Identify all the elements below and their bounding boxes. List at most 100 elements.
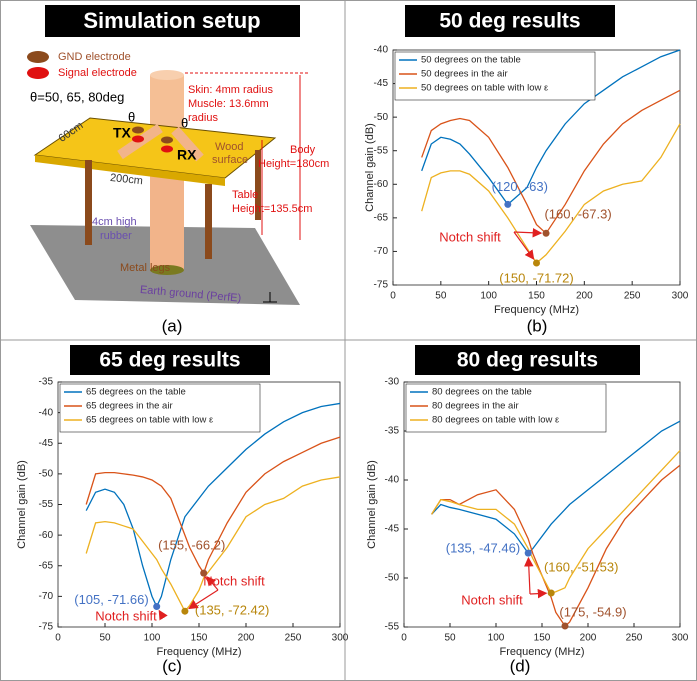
rubber-text: rubber: [100, 230, 132, 242]
legend-label: 50 degrees in the air: [421, 69, 508, 80]
annotation: Notch shift: [439, 229, 501, 244]
x-tick-label: 100: [480, 291, 497, 302]
signal-icon: [27, 67, 49, 79]
y-tick-label: -75: [39, 622, 54, 633]
x-tick-label: 200: [576, 291, 593, 302]
annotation: Notch shift: [203, 573, 265, 588]
x-tick-label: 50: [99, 633, 111, 644]
electrode: [132, 127, 144, 134]
min-marker: [562, 623, 569, 630]
y-axis-label: Channel gain (dB): [366, 460, 378, 549]
x-tick-label: 100: [144, 633, 161, 644]
electrode: [161, 137, 173, 144]
theta: θ: [128, 109, 135, 124]
x-tick-label: 200: [238, 633, 255, 644]
legend-label: 65 degrees in the air: [86, 401, 173, 412]
setup-diagram: Simulation setup GND electrode Signal el…: [27, 5, 329, 335]
min-label: (155, -66.2): [158, 538, 225, 553]
y-tick-label: -40: [39, 407, 54, 418]
figure: Simulation setup GND electrode Signal el…: [0, 0, 697, 681]
min-marker: [543, 230, 550, 237]
y-tick-label: -55: [39, 499, 54, 510]
y-tick-label: -55: [385, 622, 400, 633]
min-marker: [181, 608, 188, 615]
panel-title: 50 deg results: [439, 10, 580, 33]
panel-label: (c): [162, 656, 182, 675]
x-tick-label: 300: [332, 633, 349, 644]
wood-text: surface: [212, 154, 248, 166]
panel-title: Simulation setup: [83, 8, 260, 33]
rubber-text: 4cm high: [92, 216, 137, 228]
body-top: [150, 70, 184, 80]
min-label: (120, -63): [492, 179, 548, 194]
min-label: (160, -67.3): [544, 207, 611, 222]
arrow: [159, 611, 160, 612]
min-marker: [525, 550, 532, 557]
electrode: [132, 136, 144, 143]
body-text: Muscle: 13.6mm: [188, 98, 269, 110]
y-tick-label: -50: [374, 112, 389, 123]
annotation: Notch shift: [95, 608, 157, 623]
rx-label: RX: [177, 147, 197, 163]
y-tick-label: -35: [39, 377, 54, 388]
x-tick-label: 150: [534, 633, 551, 644]
legend-label: 80 degrees in the air: [432, 401, 519, 412]
legend-label: 50 degrees on table with low ε: [421, 83, 549, 94]
y-tick-label: -50: [385, 573, 400, 584]
min-label: (175, -54.9): [559, 604, 626, 619]
arrow: [530, 593, 546, 594]
x-tick-label: 100: [488, 633, 505, 644]
x-tick-label: 250: [285, 633, 302, 644]
x-tick-label: 150: [191, 633, 208, 644]
y-tick-label: -65: [39, 560, 54, 571]
x-axis-label: Frequency (MHz): [494, 304, 579, 316]
x-tick-label: 50: [435, 291, 447, 302]
x-tick-label: 0: [390, 291, 396, 302]
panel-label: (d): [510, 656, 531, 675]
y-tick-label: -60: [39, 530, 54, 541]
min-marker: [504, 201, 511, 208]
table-height: Height=135.5cm: [232, 203, 312, 215]
panel-title: 80 deg results: [457, 349, 598, 372]
body-height: Body: [290, 144, 316, 156]
gnd-icon: [27, 51, 49, 63]
min-label: (135, -47.46): [446, 541, 520, 556]
wood-text: Wood: [215, 141, 244, 153]
y-axis-label: Channel gain (dB): [16, 460, 28, 549]
y-tick-label: -45: [374, 78, 389, 89]
x-tick-label: 300: [672, 291, 689, 302]
legend-label: 80 degrees on the table: [432, 387, 532, 398]
min-label: (150, -71.72): [499, 270, 573, 285]
legend-text: Signal electrode: [58, 67, 137, 79]
y-tick-label: -75: [374, 280, 389, 291]
x-tick-label: 250: [624, 291, 641, 302]
y-tick-label: -40: [374, 45, 389, 56]
y-tick-label: -70: [374, 246, 389, 257]
x-tick-label: 250: [626, 633, 643, 644]
y-tick-label: -45: [385, 524, 400, 535]
legend-label: 50 degrees on the table: [421, 55, 521, 66]
x-tick-label: 300: [672, 633, 689, 644]
panel-label: (a): [162, 316, 183, 335]
legend-label: 65 degrees on the table: [86, 387, 186, 398]
panel-label: (b): [527, 316, 548, 335]
y-axis-label: Channel gain (dB): [364, 123, 376, 212]
min-label: (160, -51.53): [544, 559, 618, 574]
angle-text: θ=50, 65, 80deg: [30, 89, 124, 104]
y-tick-label: -30: [385, 377, 400, 388]
panel-title: 65 deg results: [99, 349, 240, 372]
x-tick-label: 0: [401, 633, 407, 644]
y-tick-label: -45: [39, 438, 54, 449]
legs-text: Metal legs: [120, 262, 171, 274]
tx-label: TX: [113, 125, 132, 141]
y-tick-label: -40: [385, 475, 400, 486]
x-tick-label: 200: [580, 633, 597, 644]
leg: [85, 160, 92, 245]
legend-text: GND electrode: [58, 51, 131, 63]
legend-label: 80 degrees on table with low ε: [432, 415, 560, 426]
annotation: Notch shift: [461, 592, 523, 607]
y-tick-label: -50: [39, 469, 54, 480]
min-marker: [533, 259, 540, 266]
y-tick-label: -70: [39, 591, 54, 602]
body-text: Skin: 4mm radius: [188, 84, 273, 96]
